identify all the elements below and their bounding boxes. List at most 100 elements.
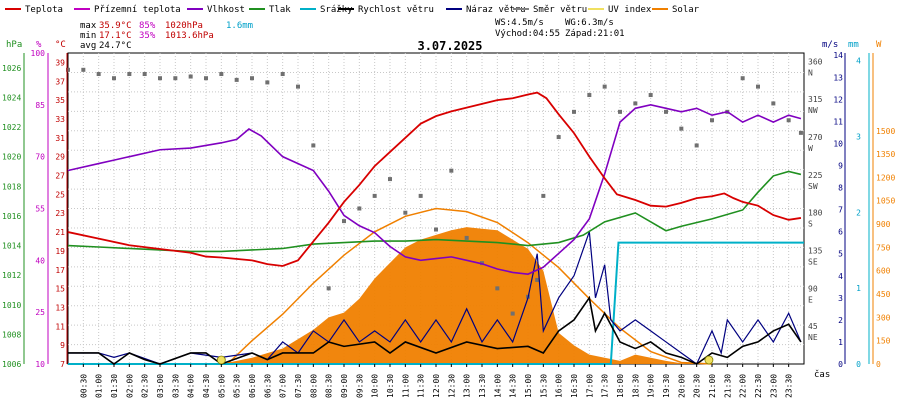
stat-avg-label: avg <box>80 41 96 51</box>
legend-label: UV index <box>608 5 652 15</box>
axis-hpa-tick: 1016 <box>2 212 21 221</box>
axis-degc-unit: °C <box>55 40 66 50</box>
axis-ms-tick: 8 <box>838 184 843 193</box>
wind-dir-point <box>66 67 70 72</box>
wind-dir-point <box>388 177 392 182</box>
axis-x-tick: 18:30 <box>631 374 640 398</box>
axis-dir-tick: 225 <box>808 171 823 180</box>
axis-degc-tick: 9 <box>60 341 65 350</box>
axis-x-tick: 12:30 <box>447 374 456 398</box>
axis-degc-tick: 39 <box>55 58 65 67</box>
axis-ms-tick: 14 <box>833 51 843 60</box>
axis-x-tick: 21:30 <box>723 374 732 398</box>
stat-sunset: Západ:21:01 <box>565 29 625 39</box>
wind-dir-point <box>798 130 803 135</box>
wind-dir-point <box>219 72 224 77</box>
axis-degc-tick: 19 <box>55 247 65 256</box>
axis-dir-tick: 315 <box>808 95 823 104</box>
axis-w-tick: 900 <box>876 220 891 229</box>
wind-dir-point <box>587 93 592 98</box>
wind-dir-point <box>250 76 254 81</box>
wind-dir-point <box>556 135 561 140</box>
axis-degc-tick: 33 <box>55 115 65 124</box>
wind-dir-point <box>296 84 300 89</box>
wind-dir-point <box>434 227 438 232</box>
axis-pct-tick: 85 <box>35 101 45 110</box>
wind-dir-point <box>710 118 714 123</box>
wind-dir-point <box>449 168 454 173</box>
legend-label: Teplota <box>25 5 63 15</box>
axis-pct-tick: 10 <box>35 360 45 369</box>
wind-dir-point <box>510 311 515 316</box>
axis-degc-tick: 25 <box>55 190 65 199</box>
axis-x-tick: 11:00 <box>401 374 410 398</box>
axis-x-tick: 10:30 <box>386 374 395 398</box>
axis-hpa-tick: 1024 <box>2 93 21 102</box>
axis-hpa-tick: 1026 <box>2 64 21 73</box>
axis-x-tick: 04:00 <box>187 374 196 398</box>
axis-x-label: čas <box>814 369 830 380</box>
axis-w-tick: 0 <box>876 360 881 369</box>
axis-mm-tick: 4 <box>856 57 861 66</box>
series-solar-theoretical <box>226 207 713 365</box>
axis-dir-tick: NE <box>808 333 818 342</box>
axis-x-tick: 12:00 <box>432 374 441 398</box>
series-sr-ky <box>68 241 804 365</box>
axis-ms-unit: m/s <box>822 40 838 50</box>
axis-dir-tick: SW <box>808 182 818 191</box>
wind-dir-point <box>495 286 500 291</box>
wind-dir-point <box>357 206 362 211</box>
axis-w-tick: 600 <box>876 267 891 276</box>
axis-x-tick: 05:00 <box>217 374 226 398</box>
wind-dir-point <box>535 277 540 282</box>
axis-hpa-tick: 1020 <box>2 153 21 162</box>
series-vlhkost <box>67 104 802 275</box>
stats-block: max 35.9°C 85% 1020hPa 1.6mm min 17.1°C 35% 1013… <box>80 18 625 51</box>
plot-area <box>66 52 805 365</box>
chart-title: 3.07.2025 <box>417 39 482 53</box>
stat-rain: 1.6mm <box>226 21 253 31</box>
axis-dir-tick: 45 <box>808 322 818 331</box>
axis-dir-tick: NW <box>808 106 818 115</box>
axis-ms-tick: 1 <box>838 338 843 347</box>
stat-max-label: max <box>80 21 97 31</box>
axis-w-unit: W <box>876 40 882 50</box>
axis-ms-tick: 5 <box>838 250 843 259</box>
wind-dir-point <box>158 76 162 81</box>
wind-dir-point <box>280 72 285 77</box>
wind-dir-point <box>771 101 776 106</box>
axis-x-tick: 20:30 <box>693 374 702 398</box>
wind-dir-point <box>648 93 653 98</box>
wind-dir-point <box>173 76 178 81</box>
axis-mm-tick: 2 <box>856 208 861 217</box>
axis-hpa-tick: 1018 <box>2 182 21 191</box>
axis-w-tick: 150 <box>876 337 891 346</box>
axis-degc-tick: 23 <box>55 209 65 218</box>
axis-x-tick: 15:00 <box>524 374 533 398</box>
wind-dir-point <box>96 72 101 77</box>
axis-ms-tick: 10 <box>833 139 843 148</box>
stat-max-press: 1020hPa <box>165 21 203 31</box>
legend-label: Srážky <box>320 5 353 15</box>
wind-dir-point <box>679 126 684 131</box>
legend-label: Přízemní teplota <box>94 5 181 15</box>
wind-dir-point <box>234 77 239 82</box>
wind-dir-point <box>464 235 469 240</box>
axis-degc-tick: 7 <box>60 360 65 369</box>
wind-dir-point <box>142 72 147 77</box>
wind-dir-point <box>372 193 377 198</box>
uv-marker <box>216 355 226 365</box>
axis-ms-tick: 0 <box>838 360 843 369</box>
axis-x-tick: 07:30 <box>294 374 303 398</box>
series-teplota <box>67 91 802 267</box>
wind-dir-point <box>403 210 408 215</box>
legend: Teplota Přízemní teplota Vlhkost Tlak Srážky… <box>5 5 700 15</box>
axes: hPa% °C1026102410221020101810161014101210… <box>2 40 895 398</box>
axis-w-tick: 1500 <box>876 127 895 136</box>
axis-x-tick: 06:00 <box>248 374 257 398</box>
axis-degc-tick: 21 <box>55 228 65 237</box>
uv-marker <box>704 355 714 365</box>
axis-degc-tick: 37 <box>55 77 65 86</box>
